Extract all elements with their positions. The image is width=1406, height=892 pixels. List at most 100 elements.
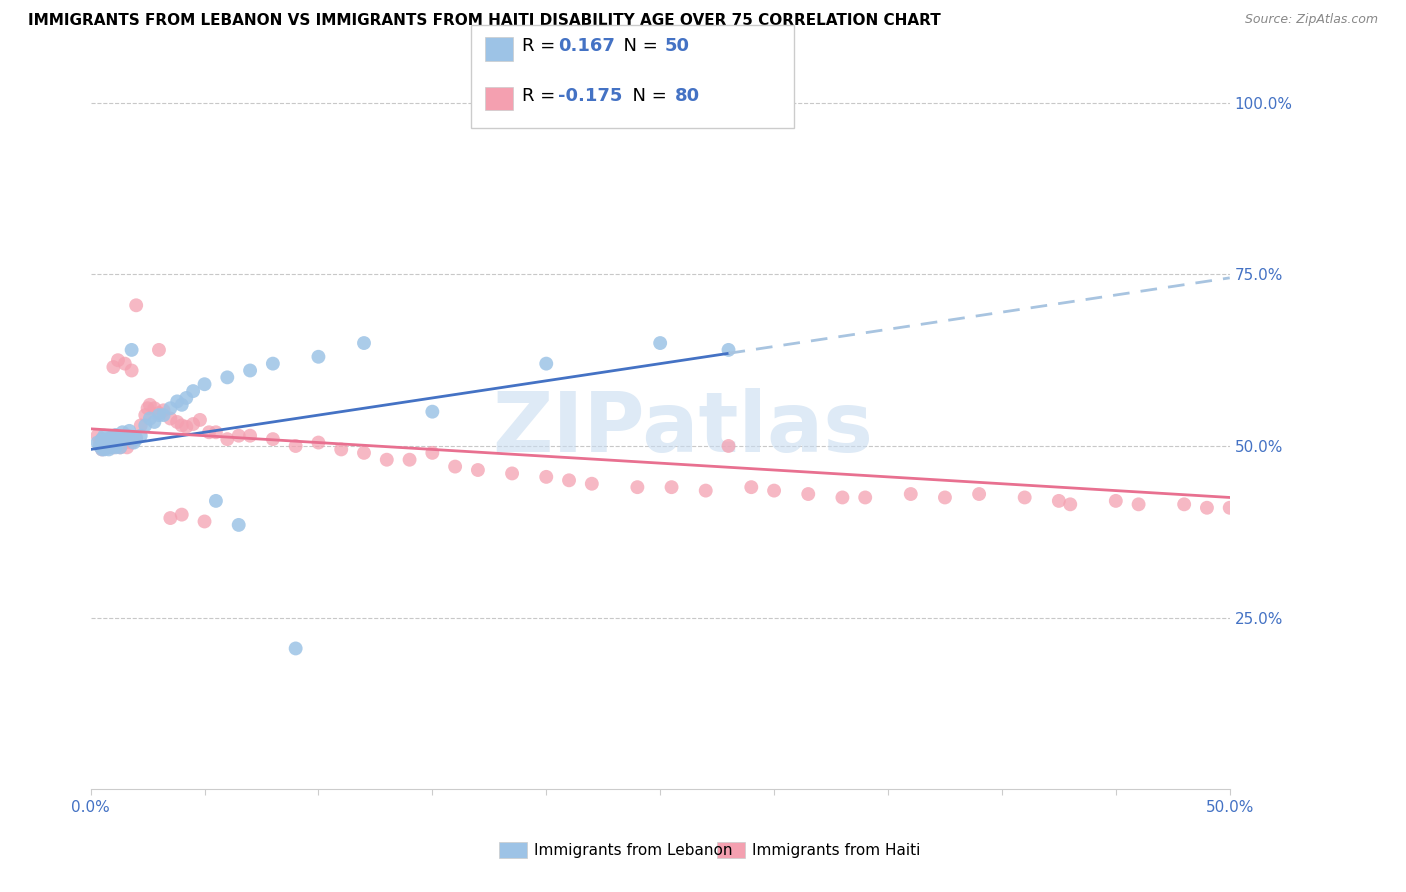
Point (1219, 500, 1241, 515)
Text: 80: 80 (675, 87, 700, 105)
Point (86, 435, 108, 450)
Point (121, 343, 143, 357)
Point (125, 298, 148, 312)
Text: Source: ZipAtlas.com: Source: ZipAtlas.com (1244, 13, 1378, 27)
Point (114, 432, 136, 446)
Point (104, 428, 127, 442)
Point (1014, 491, 1036, 505)
Point (181, 417, 204, 431)
Point (110, 441, 132, 455)
Point (96, 432, 118, 446)
Point (1105, 494, 1128, 508)
Point (96, 439, 118, 453)
Point (467, 463, 489, 477)
Point (193, 515, 215, 529)
Point (1195, 500, 1218, 515)
Point (134, 408, 156, 422)
Point (1059, 497, 1081, 511)
Point (103, 434, 125, 448)
Point (353, 446, 375, 460)
Point (717, 439, 740, 453)
Point (148, 406, 170, 420)
Point (330, 442, 353, 457)
Text: 50: 50 (665, 37, 690, 55)
Point (110, 441, 132, 455)
Point (89, 435, 111, 450)
Point (97, 441, 120, 455)
Point (217, 370, 239, 384)
Point (91, 442, 114, 457)
Point (107, 435, 129, 450)
Point (176, 391, 198, 405)
Point (100, 431, 122, 445)
Point (139, 398, 162, 412)
Text: R =: R = (522, 37, 561, 55)
Point (159, 511, 181, 525)
Point (170, 398, 193, 412)
Point (695, 483, 717, 498)
Point (103, 441, 125, 455)
Point (152, 408, 174, 422)
Point (114, 435, 136, 450)
Point (143, 415, 166, 429)
Point (143, 401, 166, 416)
Point (536, 357, 558, 371)
Point (375, 452, 398, 467)
Text: ZIPatlas: ZIPatlas (492, 388, 873, 469)
Point (853, 491, 876, 505)
Point (115, 441, 138, 455)
Point (111, 432, 134, 446)
Point (763, 483, 786, 498)
Point (148, 408, 170, 422)
Point (118, 424, 141, 438)
Point (159, 411, 181, 425)
Point (1047, 494, 1070, 508)
Point (125, 431, 148, 445)
Point (125, 432, 148, 446)
Point (205, 494, 228, 508)
Point (103, 437, 125, 451)
Point (444, 459, 467, 474)
Point (152, 403, 174, 417)
Point (188, 413, 211, 427)
Point (118, 432, 141, 446)
Text: -0.175: -0.175 (558, 87, 623, 105)
Point (193, 377, 215, 392)
Point (422, 405, 444, 419)
Point (93, 435, 115, 450)
Point (239, 428, 262, 442)
Point (129, 428, 152, 442)
Point (104, 441, 127, 455)
Point (91, 442, 114, 457)
Point (501, 467, 523, 481)
Point (170, 418, 193, 433)
Text: 0.167: 0.167 (558, 37, 614, 55)
Point (139, 411, 162, 425)
Point (422, 446, 444, 460)
Text: IMMIGRANTS FROM LEBANON VS IMMIGRANTS FROM HAITI DISABILITY AGE OVER 75 CORRELAT: IMMIGRANTS FROM LEBANON VS IMMIGRANTS FR… (28, 13, 941, 29)
Point (650, 336, 672, 351)
Point (134, 418, 156, 433)
Point (1173, 497, 1195, 511)
Point (91, 432, 114, 446)
Point (307, 435, 329, 450)
Point (536, 470, 558, 484)
Point (1128, 497, 1150, 511)
Point (148, 343, 170, 357)
Point (228, 428, 250, 442)
Text: Immigrants from Haiti: Immigrants from Haiti (752, 843, 921, 857)
Point (121, 435, 143, 450)
Point (166, 415, 188, 429)
Point (626, 480, 648, 494)
Text: Immigrants from Lebanon: Immigrants from Lebanon (534, 843, 733, 857)
Point (262, 432, 284, 446)
Text: N =: N = (621, 87, 673, 105)
Point (740, 480, 762, 494)
Point (121, 363, 143, 377)
Point (86, 428, 108, 442)
Point (89, 439, 111, 453)
Point (91, 432, 114, 446)
Point (398, 452, 420, 467)
Point (114, 357, 136, 371)
Point (900, 487, 922, 501)
